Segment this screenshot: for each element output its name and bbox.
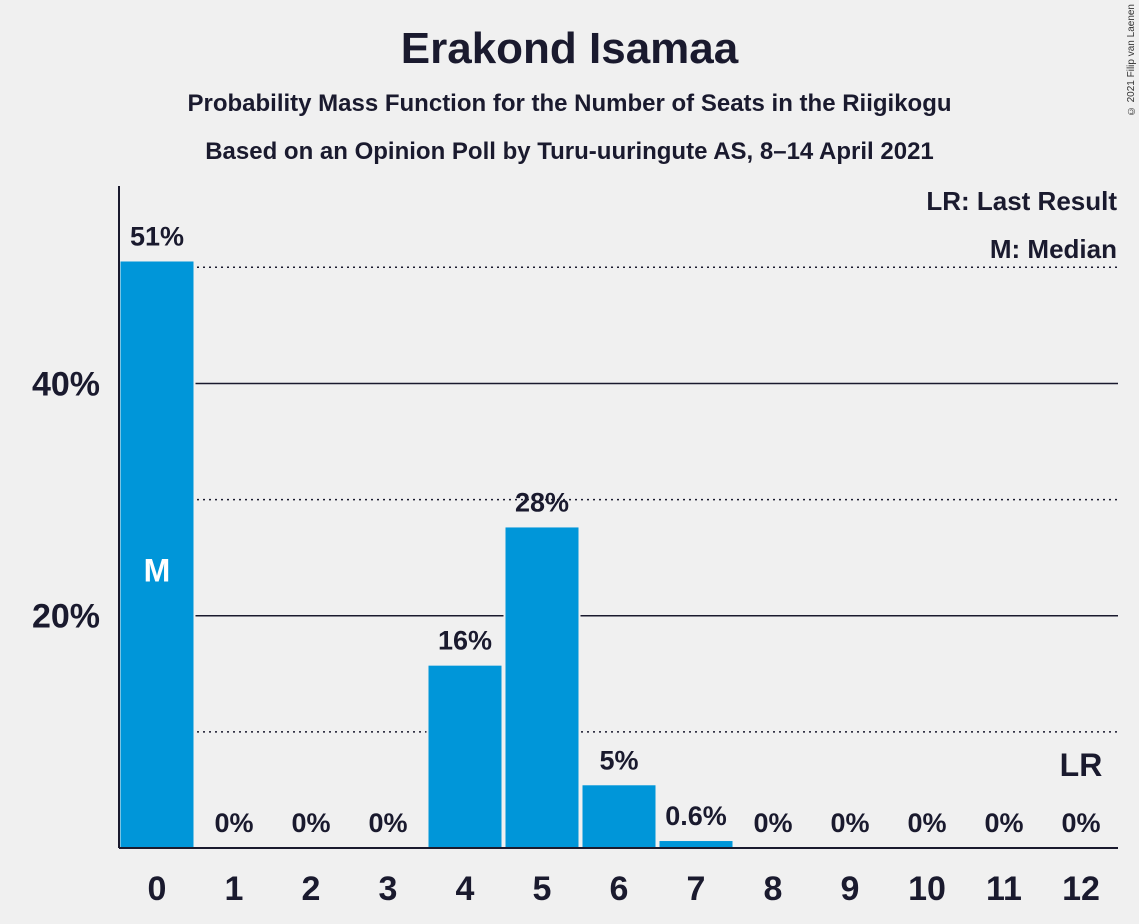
data-label: 51%	[130, 221, 184, 251]
legend-entry: M: Median	[990, 234, 1117, 264]
legend-entry: LR: Last Result	[926, 186, 1117, 216]
y-tick-label: 20%	[32, 598, 100, 636]
bar	[505, 527, 579, 848]
x-tick-label: 12	[1062, 870, 1100, 908]
data-label: 16%	[438, 626, 492, 656]
x-tick-label: 4	[456, 870, 475, 908]
x-tick-label: 7	[687, 870, 706, 908]
data-label: 0%	[1061, 808, 1100, 838]
bar	[428, 665, 502, 848]
x-tick-label: 10	[908, 870, 946, 908]
data-label: 0%	[368, 808, 407, 838]
chart-subtitle: Probability Mass Function for the Number…	[187, 90, 952, 117]
chart-subtitle-source: Based on an Opinion Poll by Turu-uuringu…	[205, 138, 934, 165]
x-tick-label: 2	[302, 870, 321, 908]
data-label: 0%	[214, 808, 253, 838]
data-label: 5%	[599, 745, 638, 775]
x-tick-label: 1	[225, 870, 244, 908]
x-tick-label: 11	[986, 870, 1022, 908]
data-label: 28%	[515, 487, 569, 517]
data-label: 0%	[753, 808, 792, 838]
x-tick-label: 9	[841, 870, 860, 908]
x-tick-label: 8	[764, 870, 783, 908]
x-tick-label: 3	[379, 870, 398, 908]
y-tick-label: 40%	[32, 365, 100, 403]
data-label: 0.6%	[665, 801, 727, 831]
bar	[582, 785, 656, 848]
chart-title: Erakond Isamaa	[400, 24, 739, 73]
data-label: 0%	[291, 808, 330, 838]
data-label: 0%	[907, 808, 946, 838]
bar	[120, 261, 194, 849]
last-result-marker: LR	[1060, 747, 1103, 783]
data-label: 0%	[830, 808, 869, 838]
bar	[659, 841, 733, 848]
x-tick-label: 0	[148, 870, 167, 908]
median-marker: M	[144, 552, 171, 588]
x-tick-label: 5	[533, 870, 552, 908]
data-label: 0%	[984, 808, 1023, 838]
x-tick-label: 6	[610, 870, 629, 908]
